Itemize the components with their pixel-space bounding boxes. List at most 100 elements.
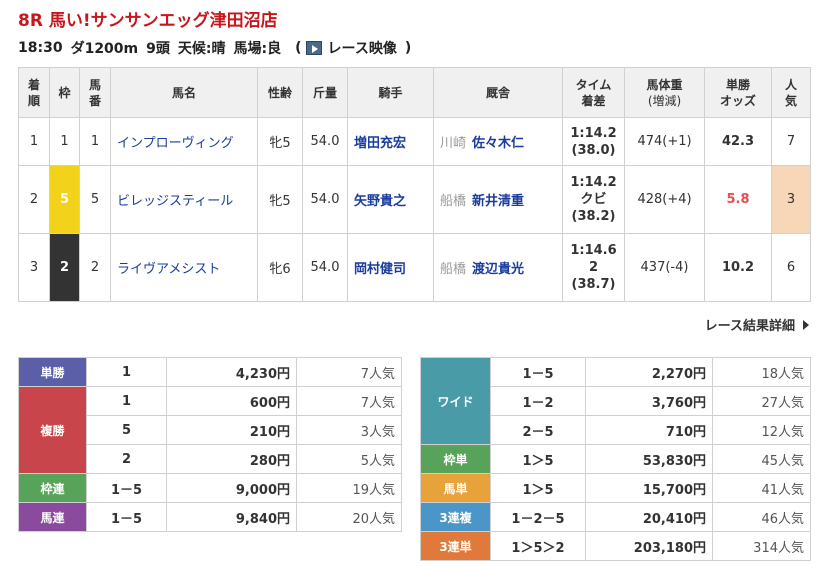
horse-name-link[interactable]: インプローヴィング [110, 117, 258, 166]
header-weight: 斤量 [302, 67, 348, 118]
horse-name-link[interactable]: ビレッジスティール [110, 165, 258, 234]
finish-time: 1:14.2 [570, 175, 617, 190]
race-track: 馬場:良 [233, 41, 282, 57]
payout-combination: 1＞5 [490, 444, 586, 474]
payout-amount: 600円 [166, 386, 297, 416]
payout-popularity: 46人気 [712, 502, 811, 532]
payout-label-place: 複勝 [18, 386, 87, 474]
payout-combination: 1＞5 [490, 473, 586, 503]
win-odds: 5.8 [704, 165, 772, 234]
payout-row: 5 210円 3人気 [19, 415, 402, 445]
race-detail-label[interactable]: レース結果詳細 [704, 319, 795, 334]
waku: 2 [49, 233, 80, 302]
payout-row: 馬連 1－5 9,840円 20人気 [18, 502, 402, 532]
finish-time: 1:14.2 [570, 125, 617, 141]
popularity: 6 [771, 233, 811, 302]
payout-amount: 2,270円 [585, 357, 713, 387]
payout-popularity: 19人気 [296, 473, 402, 503]
race-time: 18:30 [18, 40, 63, 56]
horse-name-link[interactable]: ライヴアメシスト [110, 233, 258, 302]
header-stable: 厩舎 [433, 67, 563, 118]
table-header-row: 着順 枠 馬番 馬名 性齢 斤量 騎手 厩舎 タイム 着差 馬体重 (増減) 単勝オ… [18, 67, 811, 118]
rank: 2 [18, 165, 50, 234]
time: 1:14.2 (38.0) [562, 117, 625, 166]
race-detail-link[interactable]: レース結果詳細 [705, 315, 809, 334]
payout-row: 枠単 1＞5 53,830円 45人気 [420, 444, 811, 474]
payout-amount: 4,230円 [166, 357, 297, 387]
payout-popularity: 7人気 [296, 386, 402, 416]
jockey-link[interactable]: 矢野貴之 [347, 165, 434, 234]
header-odds: 単勝 オッズ [704, 67, 772, 118]
trainer-link[interactable]: 佐々木仁 [472, 136, 525, 151]
header-sexage: 性齢 [257, 67, 303, 118]
payout-row: 1－2 3,760円 27人気 [421, 386, 811, 416]
payout-amount: 280円 [166, 444, 297, 474]
payout-combination: 1－5 [86, 473, 167, 503]
stable-location: 船橋 [440, 194, 467, 209]
payout-amount: 15,700円 [585, 473, 713, 503]
time: 1:14.6 2 (38.7) [562, 233, 625, 302]
jockey-link[interactable]: 岡村健司 [347, 233, 434, 302]
payout-row: 枠連 1－5 9,000円 19人気 [18, 473, 402, 503]
payout-amount: 9,840円 [166, 502, 297, 532]
header-name: 馬名 [110, 67, 258, 118]
race-video-link[interactable]: レース映像 [327, 41, 397, 57]
race-heads: 9頭 [146, 41, 170, 57]
weight: 54.0 [302, 117, 348, 166]
waku: 1 [49, 117, 80, 166]
stable-location: 船橋 [440, 262, 467, 277]
win-odds: 42.3 [704, 117, 772, 166]
table-row: 3 2 2 ライヴアメシスト 牝6 54.0 岡村健司 船橋 渡辺貴光 1:14.… [18, 233, 811, 302]
header-rank: 着順 [18, 67, 50, 118]
time: 1:14.2 クビ (38.2) [562, 165, 625, 234]
payout-popularity: 27人気 [712, 386, 811, 416]
payout-label-trio: 3連複 [420, 502, 491, 532]
payout-combination: 5 [86, 415, 167, 445]
payout-amount: 710円 [585, 415, 713, 445]
body-weight: 428(+4) [624, 165, 705, 234]
margin: クビ [580, 192, 607, 207]
payout-amount: 203,180円 [585, 531, 713, 561]
header-jockey: 騎手 [347, 67, 434, 118]
payout-combination: 1－5 [490, 357, 586, 387]
payout-label-wakuren: 枠連 [18, 473, 87, 503]
last-3f: (38.2) [571, 209, 616, 224]
payout-label-umatan: 馬単 [420, 473, 491, 503]
payout-label-trifecta: 3連単 [420, 531, 491, 561]
body-weight: 474(+1) [624, 117, 705, 166]
payout-combination: 1－5 [86, 502, 167, 532]
win-odds: 10.2 [704, 233, 772, 302]
payout-popularity: 7人気 [296, 357, 402, 387]
payout-row: ワイド 1－5 2,270円 18人気 [420, 357, 811, 445]
payout-label-wakutan: 枠単 [420, 444, 491, 474]
header-time: タイム 着差 [562, 67, 625, 118]
rank: 3 [18, 233, 50, 302]
stable: 船橋 新井清重 [433, 165, 563, 234]
race-title: 8R 馬い!サンサンエッグ津田沼店 [18, 11, 278, 31]
weight: 54.0 [302, 165, 348, 234]
payout-combination: 1 [86, 357, 167, 387]
payout-popularity: 5人気 [296, 444, 402, 474]
payout-popularity: 20人気 [296, 502, 402, 532]
payout-amount: 3,760円 [585, 386, 713, 416]
popularity: 7 [771, 117, 811, 166]
payout-table-right: ワイド 1－5 2,270円 18人気 1－2 3,760円 27人気 2－5 … [420, 357, 811, 561]
payout-label-win: 単勝 [18, 357, 87, 387]
jockey-link[interactable]: 増田充宏 [347, 117, 434, 166]
stable: 船橋 渡辺貴光 [433, 233, 563, 302]
table-row: 1 1 1 インプローヴィング 牝5 54.0 増田充宏 川崎 佐々木仁 1:14… [18, 117, 811, 166]
payout-popularity: 12人気 [712, 415, 811, 445]
payout-row: 3連単 1＞5＞2 203,180円 314人気 [420, 531, 811, 561]
payout-combination: 1＞5＞2 [490, 531, 586, 561]
finish-time: 1:14.6 [570, 243, 617, 258]
horse-number: 1 [79, 117, 111, 166]
header-bodyweight: 馬体重 (増減) [624, 67, 705, 118]
body-weight: 437(-4) [624, 233, 705, 302]
video-icon[interactable] [305, 41, 322, 55]
payout-row: 2－5 710円 12人気 [421, 415, 811, 445]
trainer-link[interactable]: 新井清重 [472, 194, 525, 209]
header-waku: 枠 [49, 67, 80, 118]
race-course: ダ1200m [70, 41, 139, 57]
last-3f: (38.7) [571, 277, 616, 292]
trainer-link[interactable]: 渡辺貴光 [472, 262, 525, 277]
